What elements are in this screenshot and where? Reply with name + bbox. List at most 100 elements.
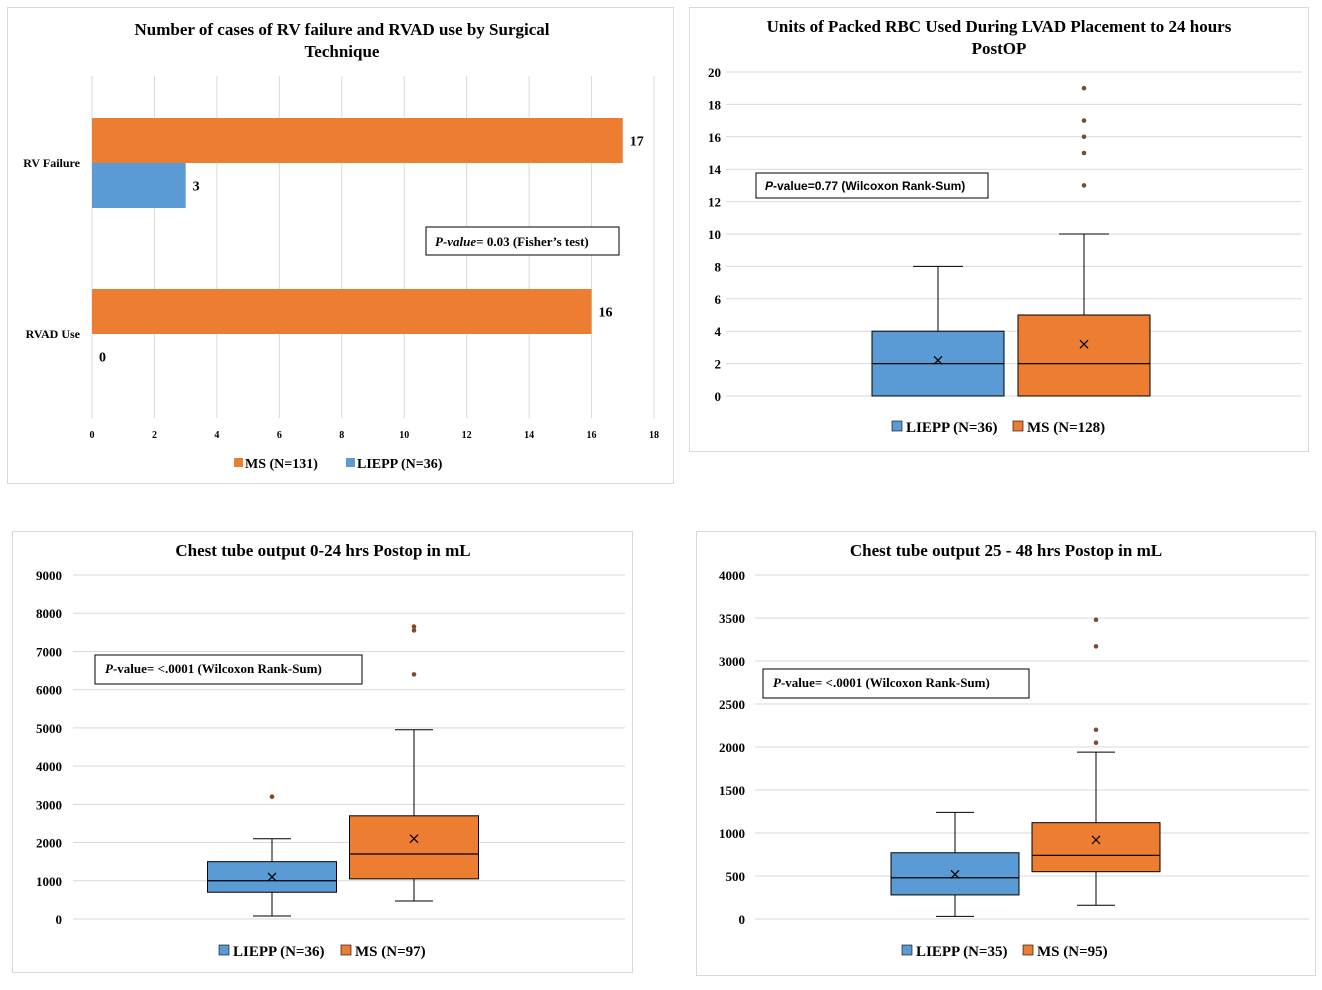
mean-marker-stroke: [933, 355, 943, 365]
annotation-box: [94, 654, 363, 685]
legend-label-ms: MS (N=128): [1027, 420, 1105, 436]
legend-label-liepp: LIEPP (N=35): [916, 944, 1007, 960]
y-tick-label: 3500: [719, 611, 745, 626]
chart-title-line-2: PostOP: [972, 39, 1027, 58]
annotation-rest: -value=0.77 (Wilcoxon Rank-Sum): [773, 179, 965, 193]
y-tick-label: 0: [739, 912, 746, 927]
x-tick-label: 14: [524, 430, 534, 441]
annotation-italic: P: [765, 179, 774, 193]
annotation-rest: = 0.03 (Fisher’s test): [476, 234, 589, 249]
legend-swatch-ms: [340, 944, 352, 956]
legend-swatch-liepp: [218, 944, 230, 956]
annotation-box: [425, 226, 620, 256]
mean-marker: [933, 355, 943, 365]
chart-title-line-2: Technique: [305, 42, 380, 61]
mean-marker: [409, 834, 419, 844]
p-value-annotation: P-value= 0.03 (Fisher’s test): [425, 226, 620, 256]
mean-marker: [1091, 835, 1101, 845]
legend-label-ms: MS (N=131): [245, 457, 318, 472]
legend-swatch-ms: [1012, 420, 1024, 432]
legend-label-ms: MS (N=95): [1037, 944, 1108, 960]
annotation-text: P-value= 0.03 (Fisher’s test): [435, 234, 589, 249]
mean-marker: [1079, 339, 1089, 349]
outlier-point: [1093, 617, 1099, 623]
outlier-point: [269, 794, 275, 799]
y-tick-label: 4000: [719, 568, 745, 583]
y-tick-label: 1000: [719, 826, 745, 841]
y-tick-label: 2000: [719, 740, 745, 755]
y-tick-label: 2: [715, 357, 722, 372]
legend: LIEPP (N=35) MS (N=95): [901, 944, 1108, 960]
box-ms: [349, 815, 479, 880]
legend-label-liepp: LIEPP (N=36): [233, 944, 324, 960]
outlier-point: [1081, 183, 1087, 188]
bar-ms: [92, 289, 592, 334]
legend: LIEPP (N=36) MS (N=128): [891, 420, 1105, 436]
category-label: RV Failure: [23, 156, 80, 170]
legend-label-liepp: LIEPP (N=36): [906, 420, 997, 436]
mean-marker-stroke: [267, 872, 277, 882]
outlier-point: [411, 624, 417, 629]
y-tick-label: 12: [708, 195, 721, 210]
x-tick-label: 2: [152, 430, 157, 441]
x-tick-label: 16: [587, 430, 597, 441]
outlier-point: [1081, 134, 1087, 140]
legend-swatch-ms: [234, 458, 243, 467]
x-tick-label: 10: [399, 430, 409, 441]
outlier-point: [1081, 85, 1087, 91]
outlier-point: [1081, 150, 1087, 156]
y-tick-label: 6: [715, 292, 722, 307]
y-tick-label: 0: [715, 389, 722, 404]
annotation-italic: P: [773, 675, 782, 690]
y-tick-label: 1500: [719, 783, 745, 798]
x-tick-label: 12: [462, 430, 472, 441]
annotation-italic: P: [105, 661, 114, 676]
y-tick-label: 9000: [36, 568, 62, 583]
x-tick-label: 4: [214, 430, 219, 441]
mean-marker-stroke: [1091, 835, 1101, 845]
chart-title-line-1: Units of Packed RBC Used During LVAD Pla…: [767, 17, 1232, 36]
y-tick-label: 500: [726, 869, 746, 884]
outlier-point: [1093, 644, 1099, 649]
y-tick-label: 6000: [36, 683, 62, 698]
outlier-point: [1093, 727, 1099, 733]
box-ms: [1017, 314, 1151, 397]
y-tick-label: 2000: [36, 836, 62, 851]
chart-3-svg: Chest tube output 0-24 hrs Postop in mL …: [36, 541, 625, 960]
legend-swatch-liepp: [891, 420, 903, 432]
mean-marker-stroke: [950, 869, 960, 879]
annotation-rest: -value= <.0001 (Wilcoxon Rank-Sum): [113, 661, 322, 676]
legend-swatch-ms: [1022, 944, 1034, 956]
y-tick-label: 3000: [36, 797, 62, 812]
category-label: RVAD Use: [26, 327, 81, 341]
y-tick-label: 5000: [36, 721, 62, 736]
outlier-point: [411, 672, 417, 677]
p-value-annotation: P-value=0.77 (Wilcoxon Rank-Sum): [755, 172, 989, 199]
y-tick-label: 16: [708, 130, 722, 145]
chart-chest-tube-0-24: Chest tube output 0-24 hrs Postop in mL …: [12, 531, 633, 973]
data-label: 3: [193, 180, 200, 195]
legend-swatch-liepp: [346, 458, 355, 467]
y-tick-label: 3000: [719, 654, 745, 669]
annotation-rest: -value= <.0001 (Wilcoxon Rank-Sum): [781, 675, 990, 690]
y-tick-label: 8: [715, 259, 722, 274]
annotation-italic: P-value: [435, 234, 476, 249]
data-label: 17: [630, 135, 644, 150]
y-tick-label: 7000: [36, 644, 62, 659]
chart-1-svg: Number of cases of RV failure and RVAD u…: [23, 20, 659, 472]
x-tick-label: 8: [339, 430, 344, 441]
annotation-text: P-value=0.77 (Wilcoxon Rank-Sum): [765, 179, 965, 193]
box-ms: [1031, 822, 1161, 873]
annotation-text: P-value= <.0001 (Wilcoxon Rank-Sum): [773, 675, 990, 690]
y-tick-label: 18: [708, 97, 722, 112]
chart-4-svg: Chest tube output 25 - 48 hrs Postop in …: [719, 541, 1309, 960]
bar-ms: [92, 118, 623, 163]
data-label: 16: [599, 306, 613, 321]
annotation-text: P-value= <.0001 (Wilcoxon Rank-Sum): [105, 661, 322, 676]
chart-2-svg: Units of Packed RBC Used During LVAD Pla…: [708, 17, 1302, 436]
outlier-point: [411, 628, 417, 633]
chart-chest-tube-25-48: Chest tube output 25 - 48 hrs Postop in …: [696, 531, 1316, 976]
x-tick-label: 18: [649, 430, 659, 441]
y-tick-label: 4: [715, 324, 722, 339]
legend-label-ms: MS (N=97): [355, 944, 426, 960]
